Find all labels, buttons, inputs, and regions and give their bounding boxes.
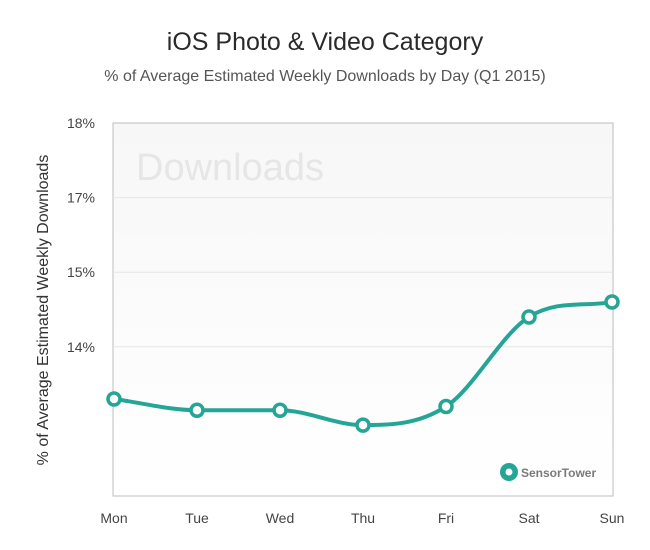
sensortower-logo: SensorTower	[500, 463, 596, 481]
watermark-text: Downloads	[136, 147, 324, 189]
y-tick-label: 14%	[67, 339, 95, 355]
data-points	[106, 294, 620, 433]
y-tick-label: 15%	[67, 264, 95, 280]
x-tick-label: Tue	[185, 510, 209, 526]
y-tick-label: 18%	[67, 115, 95, 131]
x-tick-label: Wed	[266, 510, 295, 526]
chart-title: iOS Photo & Video Category	[166, 28, 484, 56]
x-tick-label: Thu	[351, 510, 375, 526]
data-point	[189, 402, 205, 418]
x-tick-label: Fri	[438, 510, 454, 526]
data-point	[272, 402, 288, 418]
data-point	[604, 294, 620, 310]
grid-lines	[113, 197, 613, 348]
x-axis-ticks: Mon Tue Wed Thu Fri Sat Sun	[100, 510, 624, 526]
data-point	[521, 309, 537, 325]
data-point	[355, 417, 371, 433]
logo-icon-center	[505, 468, 513, 476]
y-tick-label: 17%	[67, 190, 95, 206]
data-point	[106, 391, 122, 407]
logo-text: SensorTower	[521, 466, 596, 480]
x-tick-label: Sun	[600, 510, 625, 526]
chart-subtitle: % of Average Estimated Weekly Downloads …	[104, 68, 546, 85]
data-point	[438, 398, 454, 415]
y-axis-label: % of Average Estimated Weekly Downloads	[35, 155, 52, 466]
x-tick-label: Mon	[100, 510, 127, 526]
x-tick-label: Sat	[518, 510, 539, 526]
y-axis-ticks: 18% 17% 15% 14%	[67, 115, 95, 355]
